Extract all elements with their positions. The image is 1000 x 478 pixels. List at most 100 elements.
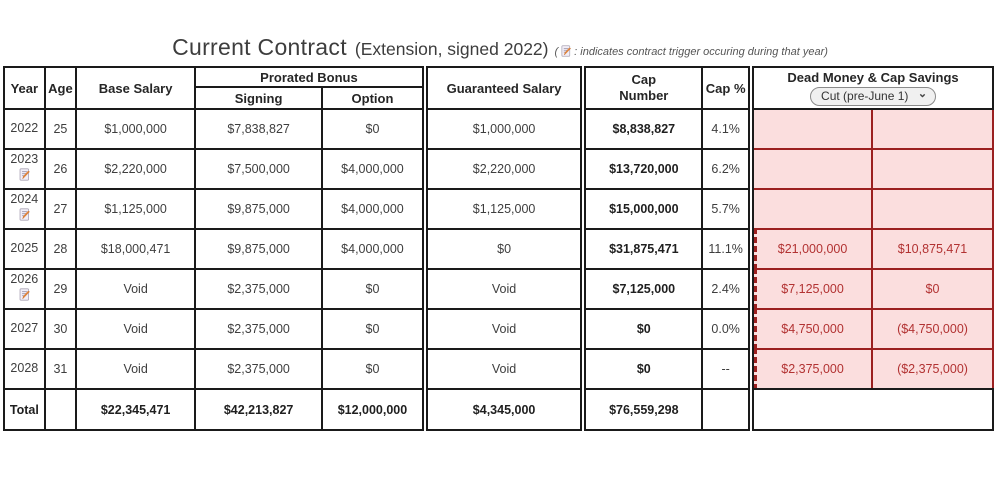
col-header-age: Age bbox=[43, 66, 78, 110]
cap-pct-cell: 2.4% bbox=[701, 268, 753, 310]
dead-money-cell bbox=[748, 108, 874, 150]
base-salary-cell: $1,125,000 bbox=[75, 188, 197, 230]
dead-money-cell bbox=[748, 148, 874, 190]
cap-pct-cell: 5.7% bbox=[701, 188, 753, 230]
col-header-base-salary: Base Salary bbox=[75, 66, 197, 110]
signing-bonus-cell: $9,875,000 bbox=[194, 228, 324, 270]
signing-bonus-cell: $7,500,000 bbox=[194, 148, 324, 190]
option-bonus-cell: $4,000,000 bbox=[321, 228, 426, 270]
contract-table: Year Age Base Salary Prorated Bonus Guar… bbox=[3, 66, 994, 431]
contract-trigger-icon bbox=[18, 288, 31, 305]
base-salary-cell: Void bbox=[75, 268, 197, 310]
dead-money-total-cell bbox=[748, 388, 994, 431]
guaranteed-salary-cell: $2,220,000 bbox=[421, 148, 585, 190]
cap-number-cell: $0 bbox=[580, 348, 704, 390]
cap-pct-cell: 4.1% bbox=[701, 108, 753, 150]
table-row-2027: 2027 30 Void $2,375,000 $0 Void $0 0.0% … bbox=[3, 308, 994, 350]
base-salary-cell: Void bbox=[75, 308, 197, 350]
option-bonus-total-cell: $12,000,000 bbox=[321, 388, 426, 431]
guaranteed-salary-total-cell: $4,345,000 bbox=[421, 388, 585, 431]
table-row-2024: 2024 27 $1,125,000 $9,875,000 $4,000,000… bbox=[3, 188, 994, 230]
cap-savings-cell: $0 bbox=[871, 268, 994, 310]
age-cell: 28 bbox=[43, 228, 78, 270]
base-salary-cell: $18,000,471 bbox=[75, 228, 197, 270]
col-header-dead-money: Dead Money & Cap Savings Cut (pre-June 1… bbox=[748, 66, 994, 110]
cap-number-cell: $13,720,000 bbox=[580, 148, 704, 190]
trigger-legend: (: indicates contract trigger occuring d… bbox=[554, 45, 828, 60]
year-cell: 2024 bbox=[3, 188, 46, 230]
cap-pct-total-cell bbox=[701, 388, 753, 431]
age-cell bbox=[43, 388, 78, 431]
option-bonus-cell: $4,000,000 bbox=[321, 188, 426, 230]
guaranteed-salary-cell: $1,125,000 bbox=[421, 188, 585, 230]
cap-number-cell: $15,000,000 bbox=[580, 188, 704, 230]
guaranteed-salary-cell: Void bbox=[421, 308, 585, 350]
cap-pct-cell: 11.1% bbox=[701, 228, 753, 270]
col-header-year: Year bbox=[3, 66, 46, 110]
age-cell: 26 bbox=[43, 148, 78, 190]
page-header: Current Contract (Extension, signed 2022)… bbox=[0, 0, 1000, 61]
option-bonus-cell: $0 bbox=[321, 108, 426, 150]
base-salary-cell: Void bbox=[75, 348, 197, 390]
signing-bonus-cell: $9,875,000 bbox=[194, 188, 324, 230]
cap-number-cell: $31,875,471 bbox=[580, 228, 704, 270]
cap-savings-cell: ($4,750,000) bbox=[871, 308, 994, 350]
option-bonus-cell: $0 bbox=[321, 348, 426, 390]
col-header-cap-pct: Cap % bbox=[701, 66, 753, 110]
signing-bonus-total-cell: $42,213,827 bbox=[194, 388, 324, 431]
dead-money-cell bbox=[748, 188, 874, 230]
col-header-guaranteed-salary: Guaranteed Salary bbox=[421, 66, 585, 110]
cap-savings-cell bbox=[871, 108, 994, 150]
dead-money-cell: $2,375,000 bbox=[748, 348, 874, 390]
cap-number-cell: $0 bbox=[580, 308, 704, 350]
contract-trigger-icon bbox=[18, 208, 31, 225]
year-cell: 2026 bbox=[3, 268, 46, 310]
dead-money-cell: $4,750,000 bbox=[748, 308, 874, 350]
base-salary-total-cell: $22,345,471 bbox=[75, 388, 197, 431]
guaranteed-salary-cell: Void bbox=[421, 348, 585, 390]
total-label-cell: Total bbox=[3, 388, 46, 431]
option-bonus-cell: $0 bbox=[321, 268, 426, 310]
cap-number-total-cell: $76,559,298 bbox=[580, 388, 704, 431]
contract-trigger-icon bbox=[560, 45, 572, 60]
guaranteed-salary-cell: $0 bbox=[421, 228, 585, 270]
cap-savings-cell: $10,875,471 bbox=[871, 228, 994, 270]
guaranteed-salary-cell: Void bbox=[421, 268, 585, 310]
table-row-2026: 2026 29 Void $2,375,000 $0 Void $7,125,0… bbox=[3, 268, 994, 310]
age-cell: 30 bbox=[43, 308, 78, 350]
col-header-prorated-bonus: Prorated Bonus bbox=[194, 66, 426, 88]
dead-money-cell: $21,000,000 bbox=[748, 228, 874, 270]
age-cell: 29 bbox=[43, 268, 78, 310]
base-salary-cell: $1,000,000 bbox=[75, 108, 197, 150]
cap-number-cell: $8,838,827 bbox=[580, 108, 704, 150]
cap-savings-cell bbox=[871, 148, 994, 190]
cap-number-cell: $7,125,000 bbox=[580, 268, 704, 310]
cap-savings-cell bbox=[871, 188, 994, 230]
year-cell: 2022 bbox=[3, 108, 46, 150]
base-salary-cell: $2,220,000 bbox=[75, 148, 197, 190]
page-subtitle: (Extension, signed 2022) bbox=[354, 39, 549, 59]
signing-bonus-cell: $2,375,000 bbox=[194, 268, 324, 310]
page-title: Current Contract bbox=[172, 34, 347, 60]
table-row-2025: 2025 28 $18,000,471 $9,875,000 $4,000,00… bbox=[3, 228, 994, 270]
age-cell: 27 bbox=[43, 188, 78, 230]
year-cell: 2023 bbox=[3, 148, 46, 190]
age-cell: 25 bbox=[43, 108, 78, 150]
year-cell: 2027 bbox=[3, 308, 46, 350]
table-row-2023: 2023 26 $2,220,000 $7,500,000 $4,000,000… bbox=[3, 148, 994, 190]
col-header-cap-number: Cap Number bbox=[580, 66, 704, 110]
age-cell: 31 bbox=[43, 348, 78, 390]
guaranteed-salary-cell: $1,000,000 bbox=[421, 108, 585, 150]
dead-money-scenario-selector: Cut (pre-June 1) ⌄ bbox=[810, 87, 937, 106]
cap-savings-cell: ($2,375,000) bbox=[871, 348, 994, 390]
signing-bonus-cell: $7,838,827 bbox=[194, 108, 324, 150]
signing-bonus-cell: $2,375,000 bbox=[194, 308, 324, 350]
year-cell: 2028 bbox=[3, 348, 46, 390]
cap-pct-cell: 0.0% bbox=[701, 308, 753, 350]
dead-money-scenario-select[interactable]: Cut (pre-June 1) bbox=[810, 87, 937, 106]
cap-pct-cell: 6.2% bbox=[701, 148, 753, 190]
cap-pct-cell: -- bbox=[701, 348, 753, 390]
contract-trigger-icon bbox=[18, 168, 31, 185]
table-row-2028: 2028 31 Void $2,375,000 $0 Void $0 -- $2… bbox=[3, 348, 994, 390]
table-row-total: Total $22,345,471 $42,213,827 $12,000,00… bbox=[3, 388, 994, 431]
